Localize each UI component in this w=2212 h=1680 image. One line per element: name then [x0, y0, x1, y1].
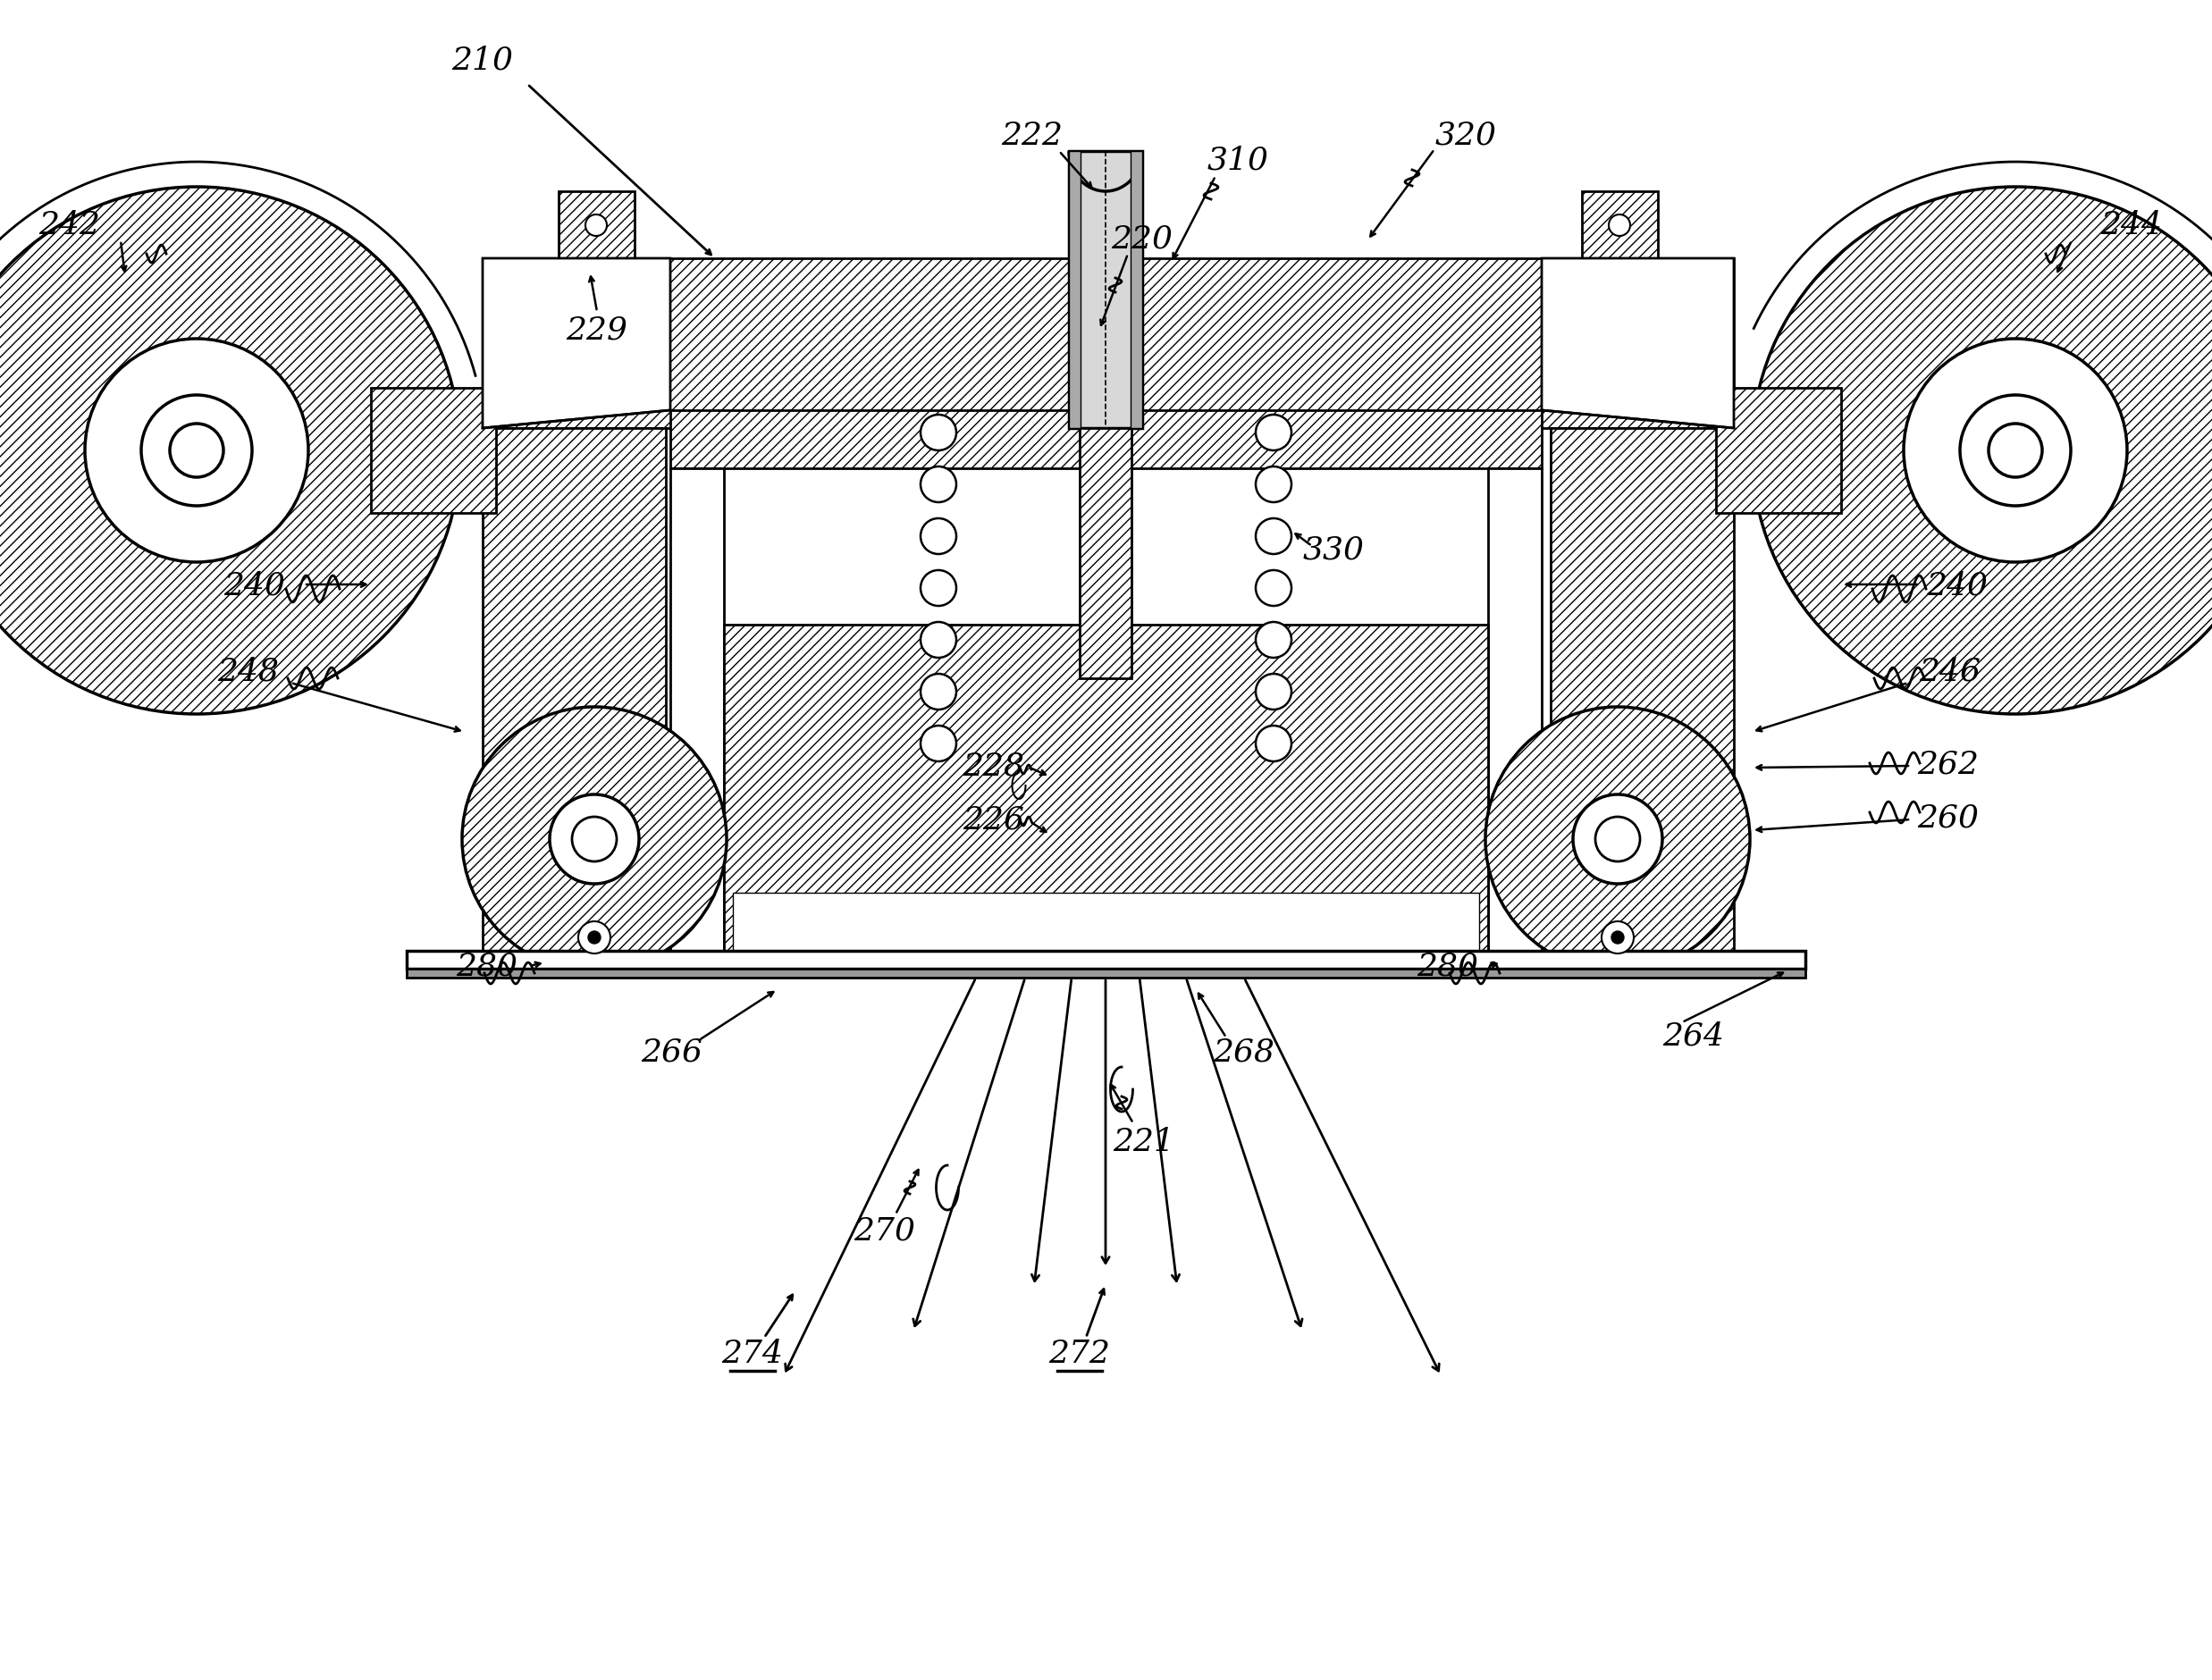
Bar — [732, 894, 1480, 951]
Text: 246: 246 — [1920, 657, 1982, 687]
Text: 210: 210 — [451, 45, 513, 76]
Circle shape — [1256, 415, 1292, 450]
Circle shape — [462, 707, 726, 971]
Text: 226: 226 — [962, 805, 1024, 835]
Circle shape — [588, 931, 602, 944]
Text: 330: 330 — [1303, 534, 1365, 564]
Text: 229: 229 — [566, 316, 628, 346]
Text: 221: 221 — [1113, 1126, 1175, 1156]
Bar — [1079, 428, 1133, 679]
Circle shape — [1989, 425, 2042, 477]
Text: 320: 320 — [1436, 121, 1498, 151]
Circle shape — [577, 922, 611, 954]
Bar — [1582, 192, 1657, 259]
Text: 244: 244 — [2101, 210, 2163, 240]
Bar — [1068, 151, 1079, 428]
Circle shape — [920, 674, 956, 711]
Bar — [1489, 469, 1542, 951]
Circle shape — [1608, 215, 1630, 237]
Circle shape — [1573, 795, 1663, 884]
Polygon shape — [1542, 259, 1734, 428]
Bar — [1551, 428, 1734, 951]
Text: 222: 222 — [1002, 121, 1064, 151]
Bar — [407, 969, 1805, 978]
Circle shape — [573, 816, 617, 862]
Circle shape — [1486, 707, 1750, 971]
Circle shape — [1256, 726, 1292, 761]
Text: 242: 242 — [40, 210, 100, 240]
Circle shape — [84, 339, 307, 563]
Bar — [1130, 151, 1141, 428]
Text: 240: 240 — [223, 570, 285, 600]
Circle shape — [1256, 571, 1292, 606]
Circle shape — [920, 726, 956, 761]
Circle shape — [0, 188, 460, 714]
Circle shape — [1256, 674, 1292, 711]
Circle shape — [586, 215, 606, 237]
Text: 266: 266 — [641, 1037, 703, 1067]
Circle shape — [1610, 931, 1624, 944]
Circle shape — [1960, 396, 2070, 506]
Text: 248: 248 — [217, 657, 279, 687]
Text: 272: 272 — [1048, 1337, 1110, 1368]
Circle shape — [1595, 816, 1639, 862]
Bar — [723, 625, 1489, 951]
Circle shape — [920, 467, 956, 502]
Text: 280: 280 — [1418, 951, 1478, 981]
Circle shape — [920, 519, 956, 554]
Text: 240: 240 — [1927, 570, 1989, 600]
Circle shape — [1601, 922, 1635, 954]
Text: 260: 260 — [1918, 801, 1980, 832]
Circle shape — [1256, 519, 1292, 554]
Text: 228: 228 — [962, 751, 1024, 781]
Bar — [560, 192, 635, 259]
Bar — [482, 259, 1734, 428]
Circle shape — [142, 396, 252, 506]
Text: 262: 262 — [1918, 749, 1980, 780]
Circle shape — [920, 415, 956, 450]
Circle shape — [920, 623, 956, 659]
Text: 268: 268 — [1212, 1037, 1274, 1067]
Bar — [372, 388, 495, 514]
Bar — [1068, 151, 1141, 428]
Bar — [1717, 388, 1840, 514]
Text: 270: 270 — [854, 1216, 916, 1247]
Text: 310: 310 — [1208, 146, 1270, 176]
Polygon shape — [482, 259, 670, 428]
Circle shape — [549, 795, 639, 884]
Text: 220: 220 — [1110, 223, 1172, 255]
Text: 274: 274 — [721, 1337, 783, 1368]
Bar — [670, 412, 1542, 469]
Circle shape — [1256, 467, 1292, 502]
Circle shape — [920, 571, 956, 606]
Bar — [407, 951, 1805, 969]
Circle shape — [1905, 339, 2128, 563]
Text: 264: 264 — [1663, 1021, 1725, 1052]
Bar — [670, 469, 723, 951]
Circle shape — [170, 425, 223, 477]
Circle shape — [1256, 623, 1292, 659]
Circle shape — [1752, 188, 2212, 714]
Text: 280: 280 — [456, 951, 518, 981]
Bar — [482, 428, 666, 951]
